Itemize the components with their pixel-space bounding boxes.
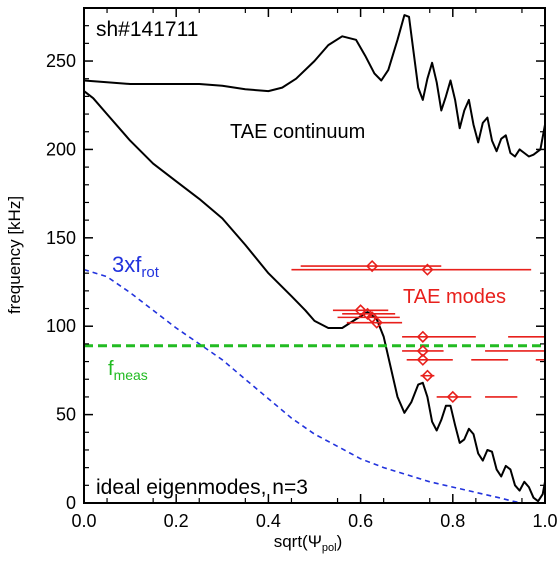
tae-mode-marker: [421, 263, 434, 276]
series-continuum-upper: [84, 14, 545, 158]
y-tick-label: 50: [56, 405, 76, 425]
eigenmodes-label: ideal eigenmodes, n=3: [96, 476, 308, 499]
y-tick-label: 100: [46, 316, 76, 336]
tae-mode-marker: [421, 369, 434, 382]
continuum-label: TAE continuum: [230, 121, 365, 143]
tae-mode-marker: [365, 259, 379, 273]
axis-ticks: 0.0 0.2 0.4 0.6 0.8 1.0 0 50 100 150 200 250: [46, 8, 558, 531]
y-axis-label: frequency [kHz]: [5, 196, 24, 314]
x-tick-label: 0.2: [164, 511, 189, 531]
tae-mode-marker: [416, 353, 429, 366]
y-tick-label: 0: [66, 493, 76, 513]
x-axis-label-close: ): [337, 532, 343, 551]
y-tick-label: 250: [46, 51, 76, 71]
plot-content: [84, 14, 545, 503]
x-axis-label-sub: pol: [322, 542, 337, 554]
tae-mode-marker: [416, 344, 429, 358]
x-tick-label: 1.0: [532, 511, 557, 531]
tae-mode-marker: [370, 316, 383, 329]
tae-modes-label: TAE modes: [403, 286, 506, 308]
y-tick-label: 200: [46, 139, 76, 159]
x-tick-label: 0.0: [71, 511, 96, 531]
rotation-label-main: 3xf: [112, 252, 142, 277]
x-tick-label: 0.6: [348, 511, 373, 531]
tae-mode-marker: [354, 304, 367, 317]
tae-mode-marker: [416, 330, 429, 343]
measured-label: fmeas: [108, 358, 148, 383]
x-axis-label: sqrt(Ψpol): [274, 532, 343, 554]
shot-number-label: sh#141711: [96, 18, 198, 41]
x-axis-label-main: sqrt(Ψ: [274, 532, 322, 551]
x-tick-label: 0.8: [440, 511, 465, 531]
x-tick-label: 0.4: [256, 511, 281, 531]
series-rotation-3xfrot: [84, 268, 523, 503]
rotation-label-sub: rot: [141, 264, 159, 281]
y-tick-label: 150: [46, 228, 76, 248]
series-continuum-lower: [84, 90, 545, 503]
measured-label-main: f: [108, 358, 114, 380]
tae-mode-marker: [446, 390, 459, 404]
rotation-label: 3xfrot: [112, 252, 160, 281]
plot-frame: [83, 7, 546, 504]
labels: sh#141711 TAE continuum TAE modes 3xfrot…: [5, 18, 506, 554]
measured-label-sub: meas: [114, 367, 148, 383]
plot-area: [84, 14, 545, 503]
